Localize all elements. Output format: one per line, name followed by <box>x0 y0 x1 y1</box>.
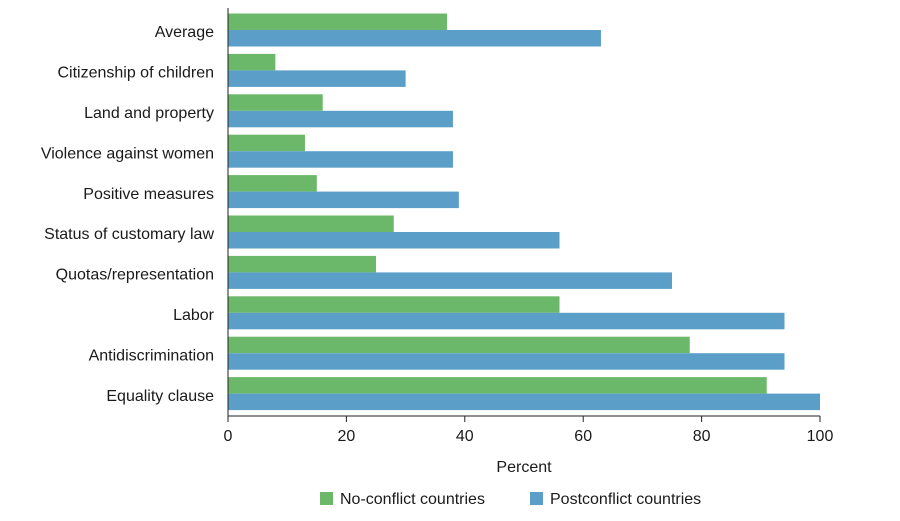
bar-postconflict-0 <box>228 30 601 47</box>
category-labels: Average Citizenship of children Land and p… <box>41 24 215 405</box>
category-label: Average <box>155 24 214 41</box>
x-tick-label: 80 <box>693 428 711 445</box>
bar-no-conflict-4 <box>228 175 317 192</box>
bar-no-conflict-6 <box>228 255 376 273</box>
x-tick-label: 20 <box>338 428 356 445</box>
bar-postconflict-3 <box>228 151 453 168</box>
bars-layer <box>228 13 820 411</box>
x-tick-label: 40 <box>456 428 474 445</box>
category-label: Equality clause <box>106 388 214 405</box>
bar-postconflict-1 <box>228 70 406 87</box>
legend-label-no-conflict: No-conflict countries <box>340 491 485 508</box>
bar-no-conflict-2 <box>228 94 323 111</box>
legend-label-postconflict: Postconflict countries <box>550 491 701 508</box>
bar-postconflict-6 <box>228 272 672 289</box>
category-label: Land and property <box>84 105 214 122</box>
bar-postconflict-9 <box>228 393 820 411</box>
bar-postconflict-4 <box>228 191 459 209</box>
category-label: Labor <box>173 307 215 324</box>
bar-no-conflict-7 <box>228 296 560 313</box>
bar-postconflict-7 <box>228 312 785 330</box>
x-tick-label: 0 <box>224 428 233 445</box>
legend: No-conflict countries Postconflict countr… <box>320 491 701 508</box>
x-tick-label: 60 <box>574 428 592 445</box>
category-label: Positive measures <box>83 186 214 203</box>
legend-swatch-no-conflict <box>320 492 333 505</box>
bar-no-conflict-8 <box>228 336 690 354</box>
bar-no-conflict-5 <box>228 215 394 232</box>
bar-no-conflict-3 <box>228 134 305 152</box>
category-label: Quotas/representation <box>56 267 214 284</box>
category-label: Violence against women <box>41 145 214 162</box>
x-tick-label: 100 <box>807 428 834 445</box>
x-axis-ticks: 0 20 40 60 80 100 <box>224 416 834 445</box>
category-label: Antidiscrimination <box>89 347 214 364</box>
category-label: Citizenship of children <box>57 65 214 82</box>
category-label: Status of customary law <box>44 226 214 243</box>
bar-no-conflict-1 <box>228 53 276 71</box>
bar-postconflict-2 <box>228 110 453 128</box>
bar-no-conflict-9 <box>228 377 767 394</box>
bar-postconflict-8 <box>228 353 785 370</box>
x-axis-title: Percent <box>496 459 552 476</box>
bar-no-conflict-0 <box>228 13 448 30</box>
legend-swatch-postconflict <box>530 492 543 505</box>
bar-postconflict-5 <box>228 232 560 249</box>
